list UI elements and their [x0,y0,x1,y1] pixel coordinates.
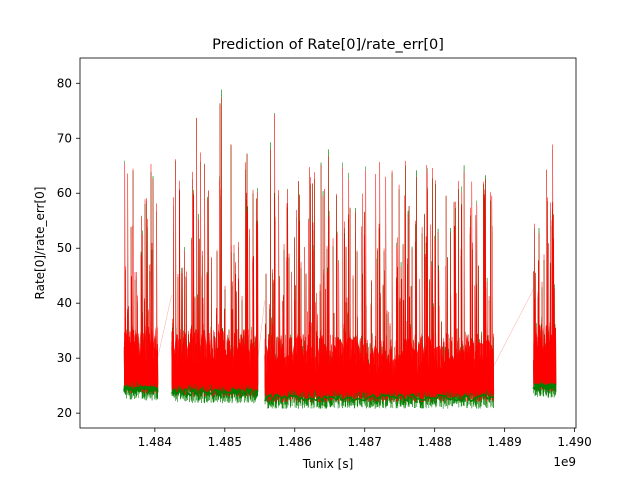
series-layer [123,89,557,409]
series-red-band [533,322,556,384]
x-tick-label: 1.489 [487,435,521,449]
series-red-band [124,325,158,387]
x-tick-label: 1.487 [348,435,382,449]
series-green-baseline [170,386,259,399]
x-axis-ticks: 1.484 1.485 1.486 1.487 1.488 1.489 1.490 [138,428,592,449]
series-red-band [171,328,258,390]
y-tick-label: 50 [57,241,72,255]
x-axis-label: Tunix [s] [302,457,354,471]
y-axis-ticks: 20 30 40 50 60 70 80 [57,76,80,420]
y-tick-label: 30 [57,351,72,365]
axes-frame [79,57,577,429]
y-tick-label: 40 [57,296,72,310]
observation-segment [264,112,495,409]
series-green-baseline [264,393,494,403]
x-tick-label: 1.485 [208,435,242,449]
y-axis-label: Rate[0]/rate_err[0] [33,187,47,300]
x-axis-offset-label: 1e9 [553,455,576,469]
series-green-baseline [123,384,159,396]
x-tick-label: 1.486 [278,435,312,449]
series-red-band [264,333,494,395]
y-tick-label: 80 [57,76,72,90]
gap-connector [157,294,172,359]
series-green-baseline [532,381,557,392]
observation-segment [123,160,159,401]
gap-connector [493,289,534,367]
y-tick-label: 70 [57,131,72,145]
plot-area [79,57,577,429]
observation-segment [532,144,557,398]
x-tick-label: 1.488 [418,435,452,449]
chart-title: Prediction of Rate[0]/rate_err[0] [212,37,444,53]
gap-connector [257,300,265,361]
observation-segment [170,89,259,404]
y-tick-label: 60 [57,186,72,200]
x-tick-label: 1.484 [138,435,172,449]
y-tick-label: 20 [57,406,72,420]
x-tick-label: 1.490 [557,435,591,449]
